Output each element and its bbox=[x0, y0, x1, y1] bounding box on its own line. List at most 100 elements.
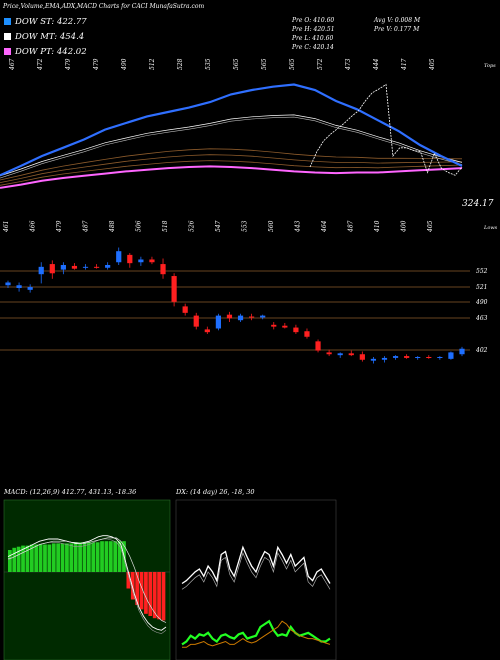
adx-plus-di-line bbox=[181, 619, 331, 646]
legend-dow-mt: DOW MT: 454.4 bbox=[4, 32, 84, 42]
macd-histogram-bar bbox=[87, 542, 91, 572]
macd-histogram-bar bbox=[60, 543, 65, 572]
candle-body bbox=[93, 266, 100, 268]
macd-histogram-bar bbox=[16, 546, 21, 572]
chart-title: Price,Volume,EMA,ADX,MACD Charts for CAC… bbox=[3, 3, 205, 10]
candle-body bbox=[381, 357, 388, 360]
bottom-label: 488 bbox=[109, 220, 116, 233]
top-label: 444 bbox=[373, 58, 380, 71]
macd-histogram-bar bbox=[51, 543, 56, 572]
adx-panel: DX: (14 day) 26, -18, 30 bbox=[175, 488, 337, 660]
candle-body bbox=[27, 287, 33, 290]
candle-body bbox=[459, 348, 465, 355]
candle-body bbox=[293, 327, 299, 333]
bottom-label: 526 bbox=[189, 220, 196, 232]
macd-histogram-bar bbox=[139, 572, 144, 610]
candle-body bbox=[249, 316, 255, 318]
bottom-label: 553 bbox=[242, 220, 249, 232]
macd-histogram-bar bbox=[29, 544, 34, 572]
bottom-label: 560 bbox=[268, 220, 275, 232]
macd-histogram-bar bbox=[47, 544, 52, 572]
candle-body bbox=[60, 265, 66, 270]
ohlc-low: Pre L: 410.60 bbox=[292, 35, 334, 42]
candle-body bbox=[215, 315, 221, 329]
bottom-label: 443 bbox=[295, 220, 302, 233]
macd-histogram-bar bbox=[144, 572, 148, 614]
bottom-label: 461 bbox=[3, 221, 10, 233]
candle-body bbox=[116, 251, 122, 263]
candle-body bbox=[182, 306, 188, 313]
top-label: 467 bbox=[9, 58, 16, 71]
candle-body bbox=[404, 356, 410, 358]
adx-dx-line bbox=[181, 545, 331, 585]
legend-swatch-st bbox=[4, 18, 11, 25]
candle-body bbox=[271, 324, 277, 327]
top-label: 479 bbox=[65, 58, 72, 71]
ohlc-close: Pre C: 420.14 bbox=[292, 44, 334, 51]
macd-histogram-bar bbox=[148, 572, 153, 616]
ema-mid-line-2 bbox=[0, 116, 463, 179]
candle-body bbox=[16, 285, 22, 288]
price-panel: 552 521 490 463 402 bbox=[0, 247, 488, 364]
ema-slow-line bbox=[0, 165, 463, 189]
top-label: 565 bbox=[261, 58, 268, 70]
top-label: 512 bbox=[149, 58, 156, 70]
candle-body bbox=[415, 357, 421, 358]
macd-histogram-bar bbox=[78, 542, 82, 572]
macd-histogram-bar bbox=[157, 572, 161, 620]
candle-body bbox=[337, 353, 343, 356]
macd-line bbox=[7, 535, 167, 631]
candle-body bbox=[437, 357, 443, 358]
candle-body bbox=[260, 315, 266, 318]
top-label: 565 bbox=[289, 58, 296, 70]
bottom-label: 400 bbox=[401, 220, 408, 233]
macd-histogram-bar bbox=[56, 543, 61, 572]
legend-label-st: DOW ST: 422.77 bbox=[15, 17, 87, 27]
candle-body bbox=[348, 353, 354, 356]
bottom-label: 487 bbox=[83, 220, 90, 233]
ema-mid-line bbox=[0, 114, 463, 177]
ema-brown-line bbox=[0, 160, 463, 186]
candle-body bbox=[282, 325, 288, 328]
legend-swatch-pt bbox=[4, 48, 11, 55]
bottom-label: 466 bbox=[30, 220, 37, 233]
candle-body bbox=[160, 264, 166, 275]
bottom-label: 487 bbox=[348, 220, 355, 233]
macd-histogram-bar bbox=[65, 543, 69, 572]
candle-body bbox=[193, 315, 199, 327]
top-label: 572 bbox=[317, 58, 324, 70]
adx-dx-line-2 bbox=[181, 551, 331, 590]
price-axis-label: 490 bbox=[475, 299, 488, 306]
bottom-label: 518 bbox=[162, 220, 169, 232]
adx-title: DX: (14 day) 26, -18, 30 bbox=[175, 488, 255, 496]
legend-swatch-mt bbox=[4, 33, 11, 40]
candle-body bbox=[304, 331, 310, 337]
macd-signal-line bbox=[7, 537, 167, 623]
bottom-label: 405 bbox=[427, 220, 434, 233]
candle-body bbox=[315, 341, 321, 351]
macd-histogram-bar bbox=[8, 550, 12, 572]
macd-histogram-bar bbox=[126, 572, 131, 589]
top-label: 472 bbox=[37, 58, 44, 71]
candle-body bbox=[49, 264, 55, 274]
macd-histogram-bar bbox=[104, 541, 109, 572]
candle-body bbox=[426, 357, 432, 358]
top-label: 490 bbox=[121, 58, 128, 71]
macd-histogram-bar bbox=[108, 541, 113, 572]
macd-histogram-bar bbox=[25, 545, 30, 572]
candle-body bbox=[326, 352, 332, 355]
macd-histogram-bar bbox=[12, 547, 17, 572]
macd-panel: MACD: (12,26,9) 412.77, 431.13, -18.36 bbox=[3, 488, 171, 660]
ema-price-line bbox=[309, 83, 463, 176]
candle-body bbox=[392, 356, 399, 358]
macd-title: MACD: (12,26,9) 412.77, 431.13, -18.36 bbox=[3, 488, 136, 496]
top-label: 565 bbox=[233, 58, 240, 70]
legend-dow-st: DOW ST: 422.77 bbox=[4, 17, 87, 27]
tops-label: Tops bbox=[484, 63, 496, 69]
candle-body bbox=[38, 266, 44, 275]
macd-histogram-bar bbox=[38, 544, 43, 572]
ema-brown-line bbox=[0, 154, 463, 183]
ohlc-pre-vol: Pre V: 0.177 M bbox=[374, 26, 420, 33]
bottom-label: 410 bbox=[374, 220, 381, 233]
